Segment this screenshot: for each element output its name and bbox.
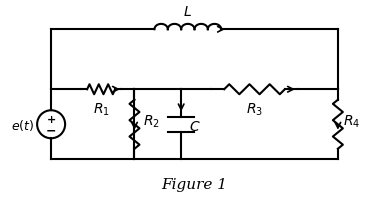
Text: $R_2$: $R_2$: [143, 113, 159, 130]
Text: $R_4$: $R_4$: [343, 113, 360, 130]
Text: $R_3$: $R_3$: [246, 101, 263, 118]
Text: Figure 1: Figure 1: [161, 177, 228, 191]
Text: C: C: [189, 119, 199, 133]
Text: −: −: [46, 124, 56, 137]
Text: +: +: [47, 115, 56, 125]
Text: L: L: [184, 4, 192, 19]
Text: $e(t)$: $e(t)$: [11, 117, 35, 132]
Text: $R_1$: $R_1$: [93, 101, 110, 118]
